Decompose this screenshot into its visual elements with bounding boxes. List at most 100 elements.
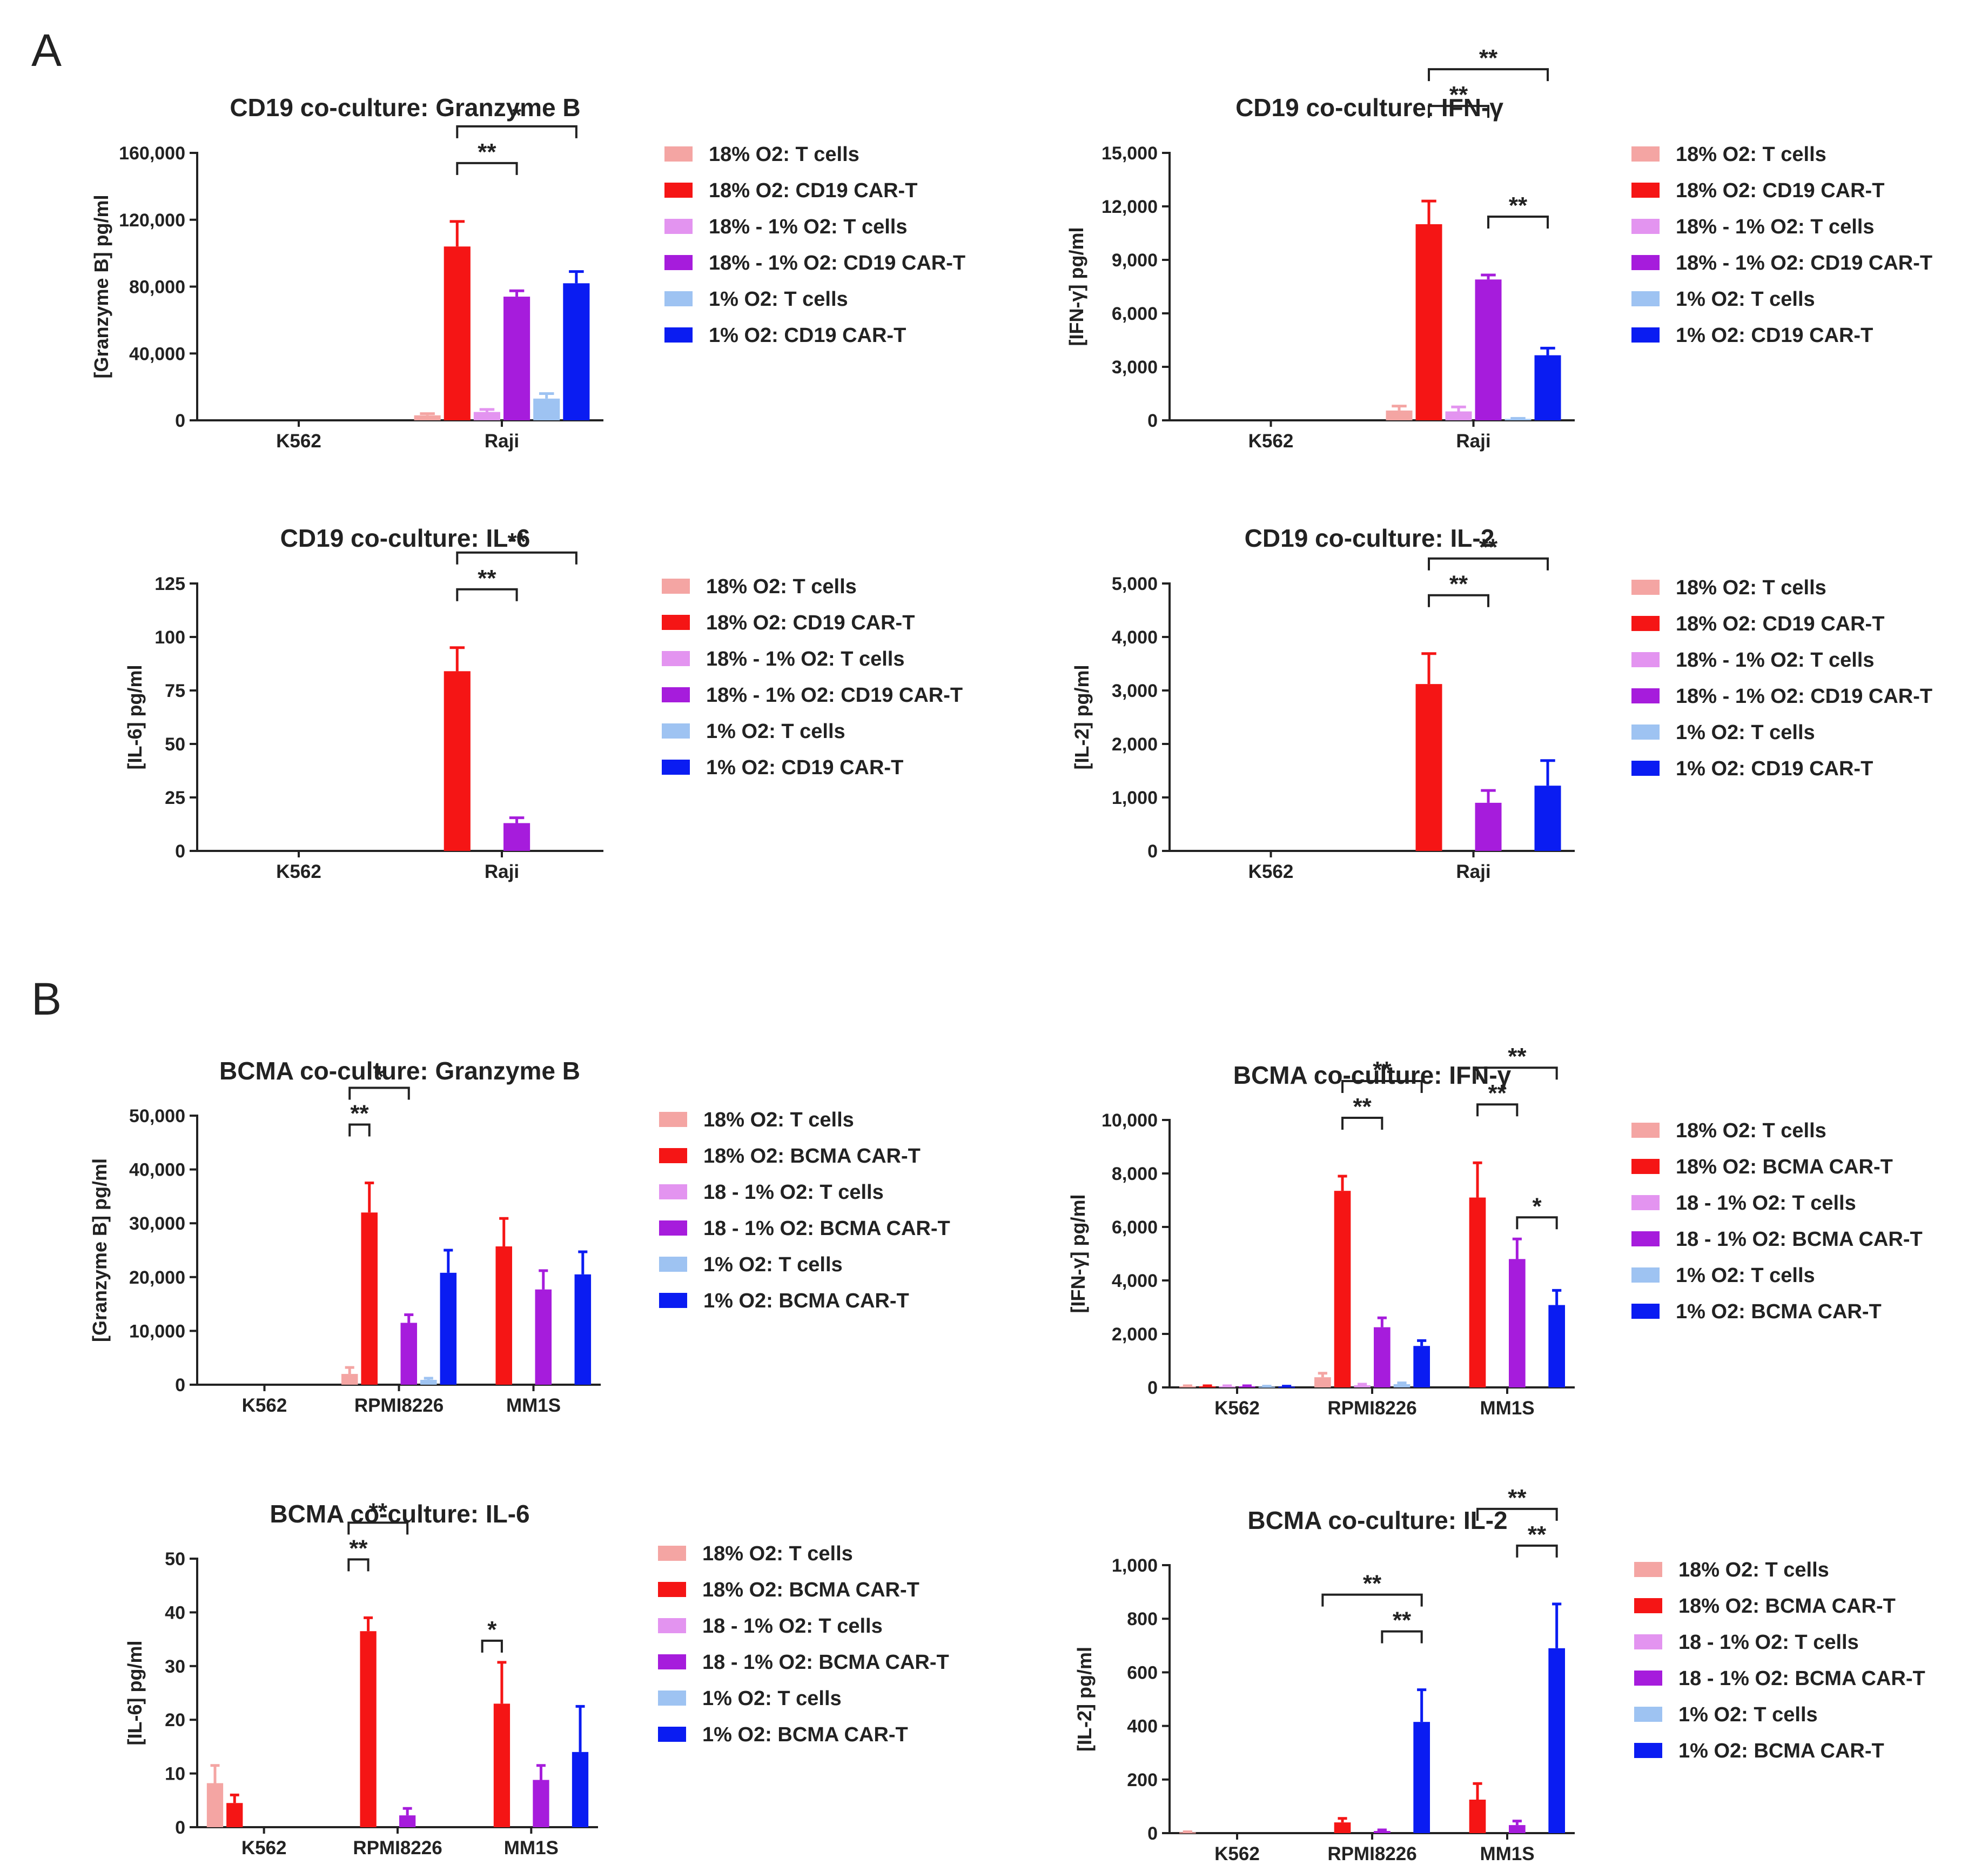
legend-swatch bbox=[1634, 1562, 1662, 1577]
bar bbox=[1534, 355, 1561, 420]
significance-bracket bbox=[1428, 594, 1489, 607]
bar bbox=[1509, 1825, 1526, 1833]
legend-swatch bbox=[1631, 146, 1660, 162]
legend-swatch bbox=[664, 255, 693, 270]
bar bbox=[1374, 1327, 1391, 1387]
significance-bracket bbox=[1476, 1066, 1558, 1080]
legend-swatch bbox=[664, 291, 693, 306]
significance-bracket bbox=[481, 1639, 503, 1653]
significance-label: ** bbox=[1393, 1607, 1412, 1634]
x-tick-label: K562 bbox=[1214, 1398, 1260, 1419]
legend-label: 18% - 1% O2: T cells bbox=[1676, 649, 1875, 672]
x-tick-label: K562 bbox=[241, 1837, 287, 1859]
y-tick-label: 10,000 bbox=[129, 1321, 185, 1341]
significance-label: ** bbox=[1479, 45, 1498, 71]
bar bbox=[1475, 279, 1502, 420]
legend-label: 1% O2: T cells bbox=[1676, 288, 1815, 311]
legend-swatch bbox=[664, 183, 693, 198]
legend-label: 1% O2: T cells bbox=[1676, 721, 1815, 744]
legend-swatch bbox=[1631, 1267, 1660, 1283]
y-tick-label: 1,000 bbox=[1112, 1555, 1158, 1576]
legend-label: 1% O2: T cells bbox=[702, 1687, 842, 1710]
legend-swatch bbox=[1631, 255, 1660, 270]
legend-label: 18% - 1% O2: CD19 CAR-T bbox=[1676, 252, 1932, 274]
y-axis-label: [IL-6] pg/ml bbox=[124, 1641, 146, 1746]
bar bbox=[1469, 1197, 1486, 1387]
y-tick-label: 800 bbox=[1127, 1609, 1158, 1629]
legend-label: 1% O2: BCMA CAR-T bbox=[703, 1290, 909, 1312]
legend-label: 18% O2: T cells bbox=[709, 143, 859, 166]
legend-label: 1% O2: T cells bbox=[1678, 1703, 1818, 1726]
y-tick-label: 1,000 bbox=[1112, 788, 1158, 808]
bar bbox=[1334, 1822, 1351, 1833]
legend-label: 18% O2: CD19 CAR-T bbox=[1676, 613, 1884, 635]
y-tick-label: 0 bbox=[1147, 411, 1158, 431]
bar bbox=[1393, 1384, 1411, 1387]
significance-bracket bbox=[1341, 1116, 1383, 1130]
panel-label-b: B bbox=[31, 974, 62, 1024]
y-tick-label: 400 bbox=[1127, 1716, 1158, 1737]
bar bbox=[1445, 411, 1472, 420]
legend-label: 18 - 1% O2: T cells bbox=[702, 1615, 883, 1638]
y-tick-label: 15,000 bbox=[1102, 143, 1158, 164]
x-tick-label: MM1S bbox=[506, 1395, 561, 1416]
y-tick-label: 4,000 bbox=[1112, 627, 1158, 648]
legend-swatch bbox=[1631, 327, 1660, 343]
y-tick-label: 30,000 bbox=[129, 1213, 185, 1234]
legend-label: 1% O2: T cells bbox=[706, 720, 845, 743]
bar bbox=[399, 1815, 416, 1827]
chart-title: CD19 co-culture: IL-6 bbox=[280, 524, 530, 552]
legend-label: 1% O2: T cells bbox=[709, 288, 848, 311]
legend-label: 18 - 1% O2: BCMA CAR-T bbox=[702, 1651, 949, 1674]
y-tick-label: 200 bbox=[1127, 1770, 1158, 1790]
x-tick-label: Raji bbox=[485, 431, 519, 452]
y-tick-label: 2,000 bbox=[1112, 1324, 1158, 1345]
y-tick-label: 20 bbox=[165, 1710, 185, 1730]
legend-swatch bbox=[664, 327, 693, 343]
legend-swatch bbox=[658, 1654, 686, 1669]
chart-title: BCMA co-culture: IFN-γ bbox=[1233, 1061, 1512, 1089]
legend-swatch bbox=[1631, 1231, 1660, 1246]
significance-bracket bbox=[1516, 1216, 1558, 1230]
legend-label: 18% O2: CD19 CAR-T bbox=[1676, 179, 1884, 202]
legend-swatch bbox=[1634, 1671, 1662, 1686]
y-tick-label: 50 bbox=[165, 1549, 185, 1569]
bar bbox=[1509, 1259, 1526, 1387]
significance-bracket bbox=[1487, 216, 1549, 229]
y-tick-label: 80,000 bbox=[129, 277, 185, 298]
significance-label: ** bbox=[1373, 1057, 1392, 1083]
bar bbox=[1374, 1831, 1391, 1833]
significance-label: ** bbox=[1449, 571, 1468, 598]
chart-title: BCMA co-culture: Granzyme B bbox=[219, 1057, 580, 1085]
y-tick-label: 0 bbox=[1147, 841, 1158, 862]
legend-label: 18% O2: BCMA CAR-T bbox=[1678, 1595, 1896, 1618]
legend-label: 18% O2: T cells bbox=[1676, 143, 1826, 166]
bar bbox=[341, 1374, 358, 1385]
x-tick-label: RPMI8226 bbox=[1327, 1843, 1416, 1864]
significance-bracket bbox=[1476, 1507, 1558, 1521]
bar bbox=[414, 415, 441, 420]
y-tick-label: 40,000 bbox=[129, 344, 185, 364]
bar bbox=[473, 412, 500, 420]
y-tick-label: 3,000 bbox=[1112, 681, 1158, 701]
bar bbox=[1415, 684, 1442, 851]
y-tick-label: 75 bbox=[165, 681, 185, 701]
bar bbox=[444, 671, 471, 851]
legend-swatch bbox=[658, 1727, 686, 1742]
significance-label: ** bbox=[350, 1101, 369, 1127]
legend-swatch bbox=[662, 760, 690, 775]
legend-swatch bbox=[1631, 1304, 1660, 1319]
y-tick-label: 5,000 bbox=[1112, 574, 1158, 594]
y-axis-label: [IFN-γ] pg/ml bbox=[1067, 1195, 1089, 1313]
legend-label: 18% O2: T cells bbox=[1678, 1559, 1829, 1581]
y-tick-label: 25 bbox=[165, 788, 185, 808]
significance-bracket bbox=[1381, 1630, 1423, 1643]
significance-bracket bbox=[456, 588, 518, 601]
bar bbox=[1314, 1377, 1331, 1387]
legend-swatch bbox=[1631, 291, 1660, 306]
legend-swatch bbox=[1631, 688, 1660, 703]
significance-bracket bbox=[456, 162, 518, 175]
chart-title: CD19 co-culture: Granzyme B bbox=[230, 93, 580, 122]
legend-label: 18% O2: T cells bbox=[702, 1542, 853, 1565]
